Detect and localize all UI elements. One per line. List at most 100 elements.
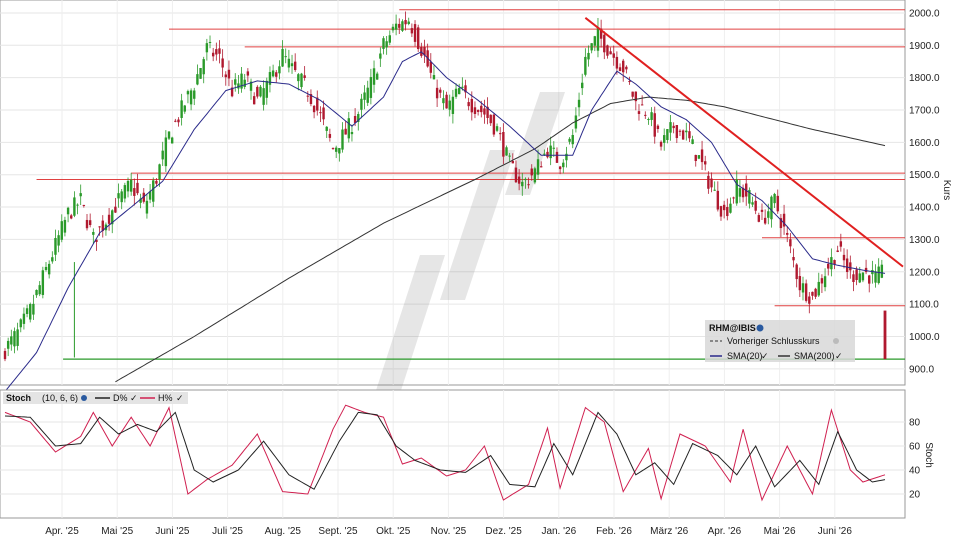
- stoch-d-check-icon[interactable]: ✓: [130, 393, 138, 403]
- candle-body: [114, 206, 117, 213]
- candle-body: [120, 191, 123, 203]
- stoch-d-label: D%: [113, 393, 128, 403]
- stoch-params: (10, 6, 6): [42, 393, 78, 403]
- x-month-tick-label: Nov. '25: [431, 526, 467, 537]
- candle-body: [32, 303, 35, 315]
- stoch-y-tick-label: 60: [909, 442, 921, 453]
- candle-body: [196, 74, 199, 85]
- candle-body: [549, 145, 552, 159]
- candle-body: [152, 180, 155, 202]
- candle-body: [19, 319, 22, 328]
- candle-body: [464, 85, 467, 93]
- candle-body: [817, 281, 820, 296]
- candle-body: [287, 58, 291, 68]
- candle-body: [675, 125, 679, 139]
- candle-body: [344, 128, 347, 135]
- candle-body: [827, 263, 830, 269]
- candle-body: [85, 219, 89, 229]
- candle-body: [804, 283, 808, 301]
- candle-body: [98, 226, 101, 228]
- price-legend: RHM@IBIS Vorheriger Schlusskurs SMA(20) …: [705, 320, 855, 362]
- candle-body: [158, 164, 161, 180]
- candle-body: [719, 206, 723, 217]
- candle-body: [423, 47, 426, 56]
- candle-body: [663, 135, 666, 143]
- candle-body: [631, 91, 634, 97]
- last-candle-body: [883, 310, 887, 360]
- candle-body: [79, 193, 82, 197]
- x-month-tick-label: Juli '25: [212, 526, 243, 537]
- candle-body: [473, 107, 477, 115]
- candle-body: [25, 308, 29, 314]
- candle-body: [609, 51, 612, 55]
- candle-body: [379, 53, 382, 59]
- candle-body: [789, 239, 792, 247]
- candle-body: [830, 257, 833, 270]
- x-month-tick-label: Sept. '25: [318, 526, 358, 537]
- candle-body: [558, 166, 562, 170]
- candle-body: [647, 119, 650, 121]
- candle-body: [177, 119, 180, 123]
- candle-body: [492, 114, 496, 135]
- candle-body: [211, 52, 215, 57]
- candle-body: [763, 217, 767, 224]
- legend-sma20-check-icon[interactable]: ✓: [761, 351, 769, 361]
- candle-body: [240, 73, 243, 89]
- candle-body: [773, 193, 776, 204]
- x-month-tick-label: Jan. '26: [541, 526, 576, 537]
- candle-body: [180, 100, 183, 118]
- candle-body: [325, 126, 328, 131]
- candle-body: [836, 250, 839, 252]
- candle-body: [328, 133, 332, 138]
- candle-body: [845, 258, 849, 272]
- candle-body: [41, 270, 45, 295]
- candle-body: [123, 185, 127, 199]
- candle-body: [514, 167, 518, 183]
- sma20-line: [4, 51, 886, 392]
- candle-body: [35, 289, 38, 296]
- legend-prev-close-icon[interactable]: [833, 338, 839, 344]
- candle-body: [880, 264, 884, 278]
- candle-body: [284, 56, 287, 58]
- candle-body: [385, 41, 388, 48]
- candle-body: [117, 193, 120, 199]
- candle-body: [334, 147, 338, 152]
- candle-body: [189, 90, 193, 105]
- legend-symbol-icon[interactable]: [756, 324, 764, 332]
- candle-body: [738, 188, 742, 197]
- candle-body: [574, 115, 578, 129]
- candle-body: [536, 159, 540, 175]
- candle-body: [44, 266, 48, 270]
- candle-body: [398, 23, 401, 28]
- candle-body: [338, 148, 341, 154]
- horizontal-levels: [36, 9, 905, 360]
- x-month-tick-label: Juni '26: [818, 526, 853, 537]
- x-month-tick-label: Aug. '25: [265, 526, 302, 537]
- candle-body: [808, 296, 811, 304]
- candle-body: [76, 204, 79, 206]
- candle-body: [372, 68, 376, 85]
- stoch-settings-icon[interactable]: [81, 395, 87, 401]
- candle-body: [57, 235, 60, 246]
- stoch-h-check-icon[interactable]: ✓: [176, 393, 184, 403]
- candle-body: [73, 197, 76, 216]
- candle-body: [265, 80, 268, 98]
- candle-body: [208, 41, 212, 43]
- candle-body: [454, 88, 458, 97]
- stoch-grid: [0, 390, 905, 518]
- candle-body: [319, 112, 322, 114]
- candle-body: [445, 94, 448, 109]
- candle-body: [634, 91, 638, 102]
- candle-body: [833, 260, 836, 265]
- x-month-tick-label: März '26: [650, 526, 688, 537]
- candle-body: [820, 278, 824, 284]
- price-y-tick-label: 1500.0: [909, 170, 940, 181]
- candle-body: [697, 155, 701, 159]
- candle-body: [369, 77, 373, 98]
- price-grid: [0, 0, 905, 385]
- candle-body: [612, 53, 615, 58]
- candle-body: [316, 97, 319, 111]
- candle-body: [599, 28, 603, 39]
- legend-sma200-check-icon[interactable]: ✓: [835, 351, 843, 361]
- candle-body: [92, 231, 95, 235]
